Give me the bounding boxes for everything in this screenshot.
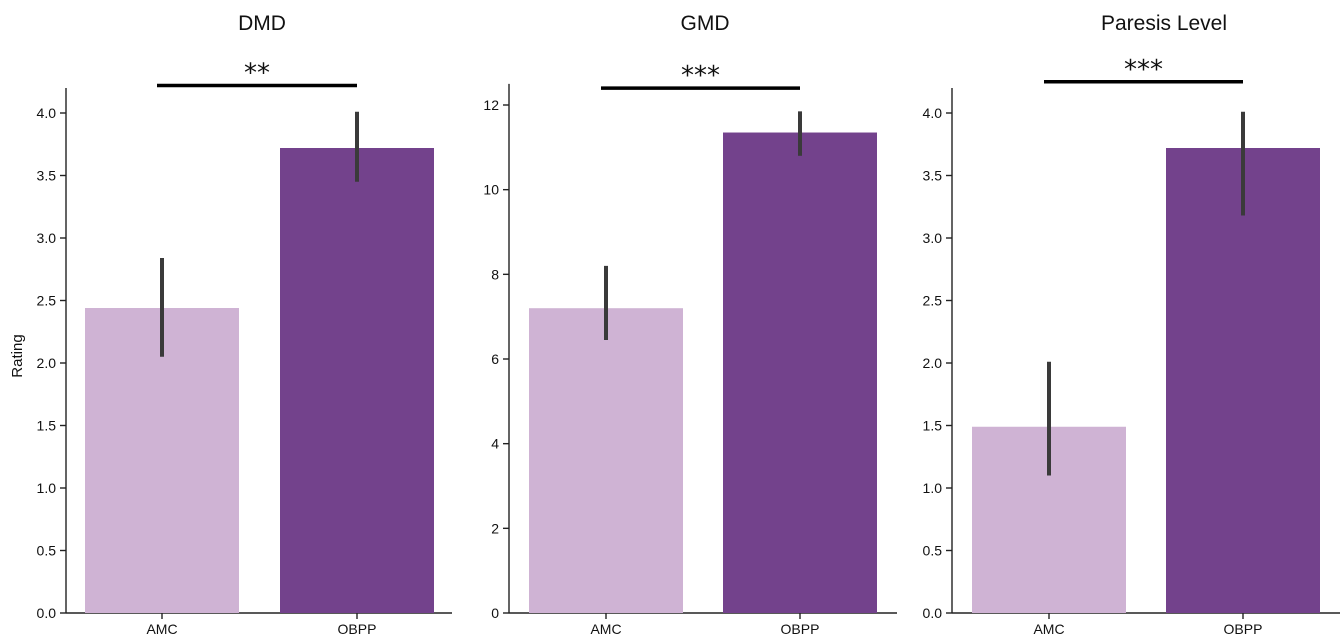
y-tick-label: 3.0 [37, 230, 57, 246]
y-tick-label: 4.0 [923, 105, 943, 121]
y-tick-label: 0.5 [923, 543, 943, 559]
chart-panel-0: DMD 0.0 0.5 1.0 1.5 2.0 2.5 3.0 3.5 4.0 Rating AMC O… [9, 12, 452, 637]
y-tick-label: 2.5 [923, 293, 943, 309]
significance-label: ** [244, 59, 270, 89]
y-tick-label: 12 [483, 97, 499, 113]
y-tick-label: 3.5 [37, 168, 57, 184]
y-tick-label: 1.0 [37, 480, 57, 496]
x-tick-label: AMC [1033, 621, 1064, 637]
y-tick-label: 8 [491, 266, 499, 282]
y-axis-label: Rating [9, 334, 26, 377]
y-tick-label: 0 [491, 605, 499, 621]
y-tick-label: 10 [483, 182, 499, 198]
y-tick-label: 4 [491, 436, 499, 452]
chart-title: Paresis Level [1101, 12, 1227, 35]
x-tick-label: AMC [590, 621, 621, 637]
y-tick-label: 1.5 [923, 418, 943, 434]
y-tick-label: 0.0 [37, 605, 57, 621]
y-tick-label: 3.5 [923, 168, 943, 184]
bar-amc [529, 308, 683, 613]
significance-label: *** [1124, 55, 1163, 85]
y-tick-label: 2 [491, 520, 499, 536]
y-tick-label: 2.0 [923, 355, 943, 371]
chart-title: GMD [681, 12, 730, 35]
x-tick-label: OBPP [338, 621, 377, 637]
chart-panel-2: Paresis Level 0.0 0.5 1.0 1.5 2.0 2.5 3.0 3.5 4.0… [923, 12, 1340, 637]
bar-obpp [723, 132, 877, 613]
y-tick-label: 1.5 [37, 418, 57, 434]
y-tick-label: 6 [491, 351, 499, 367]
y-tick-label: 1.0 [923, 480, 943, 496]
y-tick-label: 2.5 [37, 293, 57, 309]
bar-amc [85, 308, 239, 613]
y-tick-label: 0.5 [37, 543, 57, 559]
y-tick-label: 3.0 [923, 230, 943, 246]
chart-title: DMD [238, 12, 286, 35]
y-tick-label: 4.0 [37, 105, 57, 121]
chart-panel-1: GMD 0 2 4 6 8 10 12 AMC OBPP *** [483, 12, 897, 637]
x-tick-label: OBPP [781, 621, 820, 637]
y-tick-label: 2.0 [37, 355, 57, 371]
y-tick-label: 0.0 [923, 605, 943, 621]
bar-obpp [280, 148, 434, 613]
bar-obpp [1166, 148, 1320, 613]
significance-label: *** [681, 61, 720, 91]
x-tick-label: OBPP [1224, 621, 1263, 637]
x-tick-label: AMC [146, 621, 177, 637]
